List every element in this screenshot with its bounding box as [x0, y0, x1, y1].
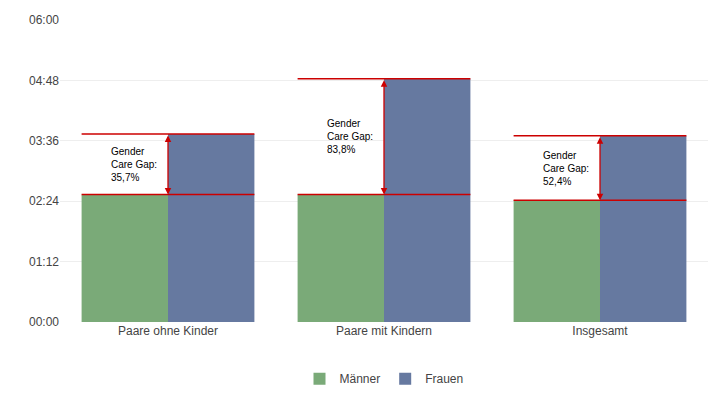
svg-text:Männer: Männer: [340, 372, 381, 386]
svg-text:Insgesamt: Insgesamt: [572, 324, 628, 338]
svg-text:00:00: 00:00: [29, 315, 59, 329]
svg-text:Frauen: Frauen: [425, 372, 463, 386]
svg-text:03:36: 03:36: [29, 134, 59, 148]
svg-text:04:48: 04:48: [29, 74, 59, 88]
svg-text:Paare ohne Kinder: Paare ohne Kinder: [118, 324, 218, 338]
svg-text:GenderCare Gap:83,8%: GenderCare Gap:83,8%: [327, 118, 373, 155]
svg-text:01:12: 01:12: [29, 255, 59, 269]
svg-text:Paare mit Kindern: Paare mit Kindern: [336, 324, 432, 338]
svg-text:GenderCare Gap:52,4%: GenderCare Gap:52,4%: [543, 150, 589, 187]
svg-text:02:24: 02:24: [29, 194, 59, 208]
svg-text:GenderCare Gap:35,7%: GenderCare Gap:35,7%: [111, 146, 157, 183]
svg-text:06:00: 06:00: [29, 13, 59, 27]
